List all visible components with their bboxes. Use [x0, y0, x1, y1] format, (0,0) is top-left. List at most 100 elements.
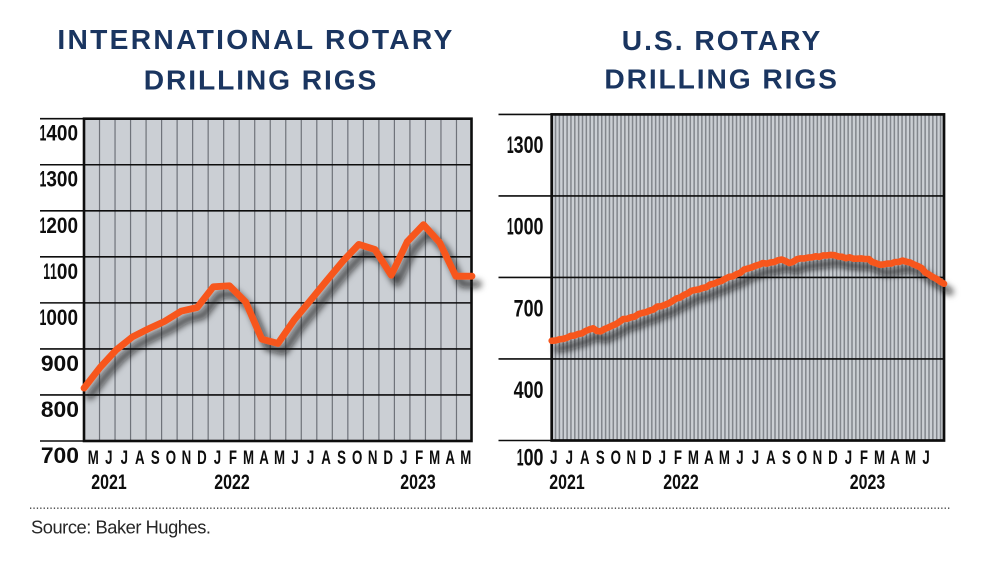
svg-text:0: 0	[534, 444, 544, 471]
svg-text:1: 1	[50, 259, 57, 284]
svg-text:A: A	[704, 446, 714, 468]
svg-text:N: N	[368, 446, 378, 468]
svg-text:A: A	[259, 446, 269, 468]
svg-text:U.S. ROTARY: U.S. ROTARY	[622, 24, 823, 56]
svg-text:S: S	[596, 446, 605, 468]
svg-text:D: D	[828, 446, 838, 468]
svg-text:S: S	[782, 446, 791, 468]
svg-text:INTERNATIONAL ROTARY: INTERNATIONAL ROTARY	[57, 23, 454, 55]
svg-text:0: 0	[67, 214, 78, 239]
svg-text:0: 0	[524, 444, 534, 471]
svg-text:0: 0	[67, 167, 78, 192]
svg-text:0: 0	[524, 295, 534, 322]
svg-text:D: D	[197, 446, 207, 468]
svg-text:4: 4	[46, 121, 57, 146]
svg-text:J: J	[922, 446, 929, 468]
svg-text:0: 0	[67, 306, 78, 331]
svg-text:0: 0	[57, 167, 68, 192]
svg-text:S: S	[337, 446, 346, 468]
svg-text:0: 0	[524, 131, 534, 158]
svg-text:0: 0	[54, 397, 67, 422]
svg-text:0: 0	[524, 376, 534, 403]
svg-text:A: A	[580, 446, 590, 468]
svg-text:J: J	[214, 446, 221, 468]
svg-text:O: O	[611, 446, 621, 468]
svg-text:S: S	[151, 446, 160, 468]
svg-text:A: A	[766, 446, 776, 468]
svg-text:J: J	[566, 446, 573, 468]
svg-text:0: 0	[57, 260, 68, 285]
svg-text:M: M	[243, 446, 254, 468]
svg-text:1: 1	[40, 167, 47, 192]
svg-text:3: 3	[514, 131, 524, 158]
svg-text:2022: 2022	[663, 471, 698, 495]
svg-text:J: J	[400, 446, 407, 468]
svg-text:J: J	[307, 446, 314, 468]
svg-text:9: 9	[41, 351, 54, 376]
svg-text:1: 1	[507, 132, 514, 160]
svg-text:J: J	[291, 446, 298, 468]
svg-text:0: 0	[534, 131, 544, 158]
svg-text:0: 0	[57, 214, 68, 239]
svg-text:8: 8	[41, 397, 54, 422]
svg-text:M: M	[719, 446, 730, 468]
svg-text:J: J	[736, 446, 743, 468]
svg-text:D: D	[642, 446, 652, 468]
svg-text:F: F	[860, 446, 868, 468]
svg-text:0: 0	[67, 121, 78, 146]
svg-text:1: 1	[40, 213, 47, 238]
svg-text:F: F	[415, 446, 423, 468]
svg-text:M: M	[874, 446, 885, 468]
svg-text:M: M	[274, 446, 285, 468]
svg-text:O: O	[352, 446, 362, 468]
svg-text:M: M	[905, 446, 916, 468]
svg-text:2021: 2021	[91, 471, 126, 495]
svg-text:DRILLING RIGS: DRILLING RIGS	[604, 62, 839, 94]
svg-text:2023: 2023	[850, 471, 885, 495]
svg-text:D: D	[383, 446, 393, 468]
svg-text:0: 0	[46, 306, 57, 331]
svg-text:1: 1	[517, 444, 524, 472]
svg-text:0: 0	[57, 306, 68, 331]
svg-text:J: J	[105, 446, 112, 468]
svg-text:1: 1	[507, 213, 514, 241]
svg-text:F: F	[674, 446, 682, 468]
svg-text:M: M	[429, 446, 440, 468]
svg-text:DRILLING RIGS: DRILLING RIGS	[144, 64, 379, 96]
svg-text:3: 3	[46, 167, 57, 192]
svg-text:F: F	[229, 446, 237, 468]
svg-text:1: 1	[40, 121, 47, 146]
svg-text:1: 1	[43, 259, 50, 284]
svg-text:1: 1	[40, 305, 47, 330]
svg-text:J: J	[752, 446, 759, 468]
svg-text:2022: 2022	[214, 471, 249, 495]
svg-text:2023: 2023	[400, 471, 435, 495]
svg-text:N: N	[813, 446, 823, 468]
svg-text:A: A	[135, 446, 145, 468]
svg-text:0: 0	[524, 213, 534, 240]
svg-text:O: O	[166, 446, 176, 468]
svg-text:2021: 2021	[549, 471, 584, 495]
svg-text:7: 7	[514, 295, 524, 322]
svg-text:J: J	[550, 446, 557, 468]
svg-text:J: J	[121, 446, 128, 468]
svg-text:A: A	[321, 446, 331, 468]
svg-text:M: M	[460, 446, 471, 468]
svg-text:0: 0	[66, 397, 79, 422]
svg-text:N: N	[182, 446, 192, 468]
svg-text:0: 0	[54, 351, 67, 376]
svg-text:0: 0	[67, 260, 78, 285]
svg-text:N: N	[627, 446, 637, 468]
svg-text:A: A	[445, 446, 455, 468]
svg-text:2: 2	[46, 214, 57, 239]
svg-text:Source: Baker Hughes.: Source: Baker Hughes.	[31, 517, 211, 538]
svg-text:0: 0	[534, 376, 544, 403]
svg-text:0: 0	[57, 121, 68, 146]
svg-text:4: 4	[514, 376, 524, 403]
svg-text:M: M	[88, 446, 99, 468]
svg-text:7: 7	[41, 443, 54, 468]
svg-text:0: 0	[54, 443, 67, 468]
svg-text:J: J	[845, 446, 852, 468]
svg-text:0: 0	[534, 213, 544, 240]
svg-text:O: O	[797, 446, 807, 468]
